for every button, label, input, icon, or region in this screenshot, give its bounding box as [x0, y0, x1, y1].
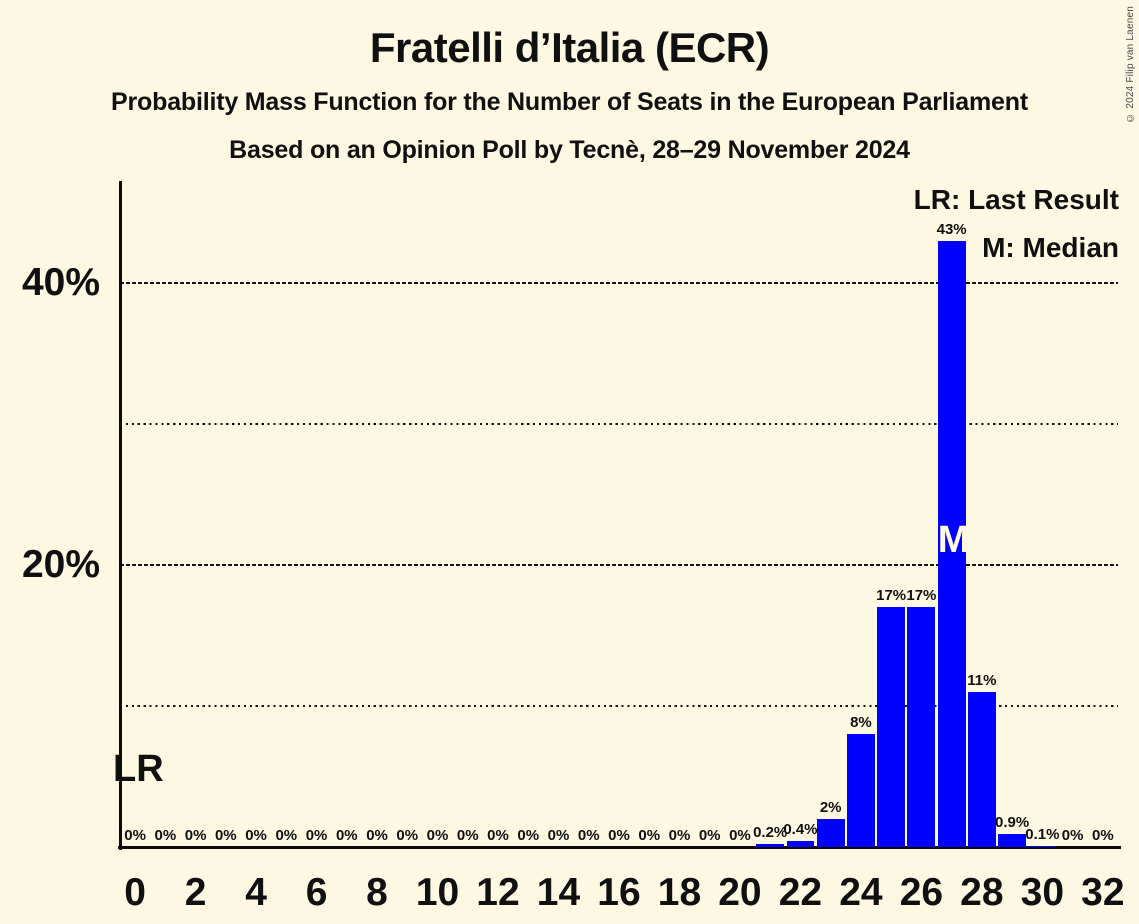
x-tick-label-14: 14 [536, 871, 581, 914]
bar-value-label-20: 0% [729, 827, 751, 844]
bar-value-label-14: 0% [547, 827, 570, 844]
bar-value-label-29: 0.9% [995, 814, 1030, 832]
copyright-notice: © 2024 Filip van Laenen [1125, 6, 1136, 123]
bar-value-label-23: 2% [819, 798, 842, 816]
bar-value-label-5: 0% [275, 827, 298, 844]
bar-value-label-18: 0% [668, 827, 691, 844]
x-tick-label-24: 24 [839, 871, 883, 914]
bar-value-label-8: 0% [366, 827, 388, 844]
gridline-dashed-20 [120, 563, 1118, 567]
bar-value-label-32: 0% [1092, 827, 1114, 844]
bar-value-label-6: 0% [305, 827, 328, 844]
x-tick-label-20: 20 [718, 871, 762, 914]
legend-last-result: LR: Last Result [913, 184, 1119, 215]
x-tick-label-8: 8 [366, 871, 388, 914]
y-axis-line [119, 181, 122, 850]
bar-value-label-24: 8% [850, 714, 872, 732]
bar-seat-23 [816, 818, 845, 847]
gridline-dashed-40 [120, 281, 1118, 285]
bar-value-label-10: 0% [426, 827, 449, 844]
bar-value-label-27: 43% [936, 220, 967, 238]
chart-poll-source: Based on an Opinion Poll by Tecnè, 28–29… [229, 136, 910, 164]
x-tick-label-2: 2 [184, 871, 207, 914]
bar-seat-25 [877, 607, 906, 847]
y-tick-label-20: 20% [21, 543, 100, 586]
legend-median: M: Median [982, 232, 1119, 263]
bar-seat-21 [756, 844, 785, 847]
bar-value-label-25: 17% [876, 587, 907, 605]
median-marker: M [937, 519, 970, 561]
bar-value-label-12: 0% [487, 827, 509, 844]
bar-value-label-16: 0% [608, 827, 630, 844]
chart-subtitle: Probability Mass Function for the Number… [111, 88, 1028, 116]
bar-value-label-22: 0.4% [783, 821, 818, 839]
bar-seat-29 [998, 834, 1026, 847]
bar-value-label-31: 0% [1061, 827, 1084, 844]
bar-seat-26 [907, 607, 936, 847]
bar-value-label-4: 0% [245, 827, 267, 844]
bar-value-label-0: 0% [124, 827, 146, 844]
bar-seat-30 [1028, 845, 1057, 847]
bar-value-label-17: 0% [638, 827, 661, 844]
bar-value-label-21: 0.2% [753, 824, 788, 842]
bar-value-label-15: 0% [577, 827, 600, 844]
x-tick-label-16: 16 [597, 871, 641, 914]
x-tick-label-18: 18 [657, 871, 702, 914]
bar-value-label-30: 0.1% [1025, 825, 1060, 843]
x-tick-label-12: 12 [476, 871, 520, 914]
x-axis-line [118, 846, 1121, 849]
bar-seat-27 [937, 240, 966, 847]
gridline-dotted-10 [120, 704, 1118, 708]
x-tick-label-6: 6 [305, 871, 328, 914]
bar-value-label-7: 0% [335, 827, 358, 844]
bar-seat-28 [967, 691, 996, 847]
x-tick-label-22: 22 [778, 871, 823, 914]
x-tick-label-4: 4 [245, 871, 267, 914]
bar-value-label-28: 11% [967, 671, 997, 689]
x-tick-label-0: 0 [124, 871, 146, 914]
bar-value-label-13: 0% [517, 827, 540, 844]
bar-value-label-2: 0% [184, 827, 207, 844]
x-tick-label-26: 26 [899, 871, 944, 914]
x-tick-label-28: 28 [960, 871, 1004, 914]
bar-seat-24 [847, 734, 875, 847]
bar-value-label-11: 0% [456, 827, 479, 844]
gridline-dotted-30 [120, 422, 1118, 426]
x-tick-label-10: 10 [415, 871, 460, 914]
bar-value-label-26: 17% [906, 587, 937, 605]
bar-value-label-19: 0% [698, 827, 721, 844]
x-tick-label-30: 30 [1020, 871, 1065, 914]
bar-value-label-3: 0% [214, 827, 237, 844]
bar-value-label-1: 0% [154, 827, 177, 844]
chart-title: Fratelli d’Italia (ECR) [369, 24, 770, 71]
x-tick-label-32: 32 [1081, 871, 1125, 914]
bar-seat-22 [786, 841, 815, 847]
bar-value-label-9: 0% [396, 827, 419, 844]
y-tick-label-40: 40% [21, 261, 100, 304]
